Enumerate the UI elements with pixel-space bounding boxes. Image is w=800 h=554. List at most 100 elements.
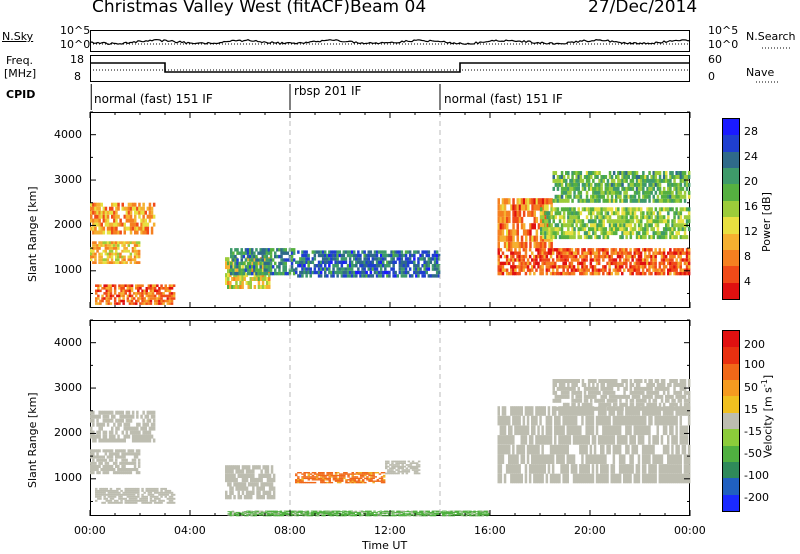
power-cell [535,261,538,266]
velocity-cell [545,473,549,484]
power-cell [328,250,331,254]
power-cell [392,260,395,264]
velocity-cell [662,402,666,407]
velocity-cell [144,434,147,439]
velocity-cell [150,434,154,439]
velocity-cell [117,449,120,453]
power-cell [113,222,116,227]
velocity-cell [585,425,588,436]
velocity-cell [98,434,101,439]
velocity-cell [131,410,135,415]
power-cell [621,175,624,179]
velocity-cell [241,482,245,487]
velocity-cell [362,474,365,477]
velocity-cell [127,461,130,465]
velocity-cell [675,444,678,455]
velocity-cell [541,473,544,484]
power-cell [253,254,256,259]
power-cell [274,254,277,259]
power-cell [597,254,601,259]
velocity-cell [520,454,523,464]
power-cell [435,274,439,278]
velocity-cell [105,497,108,500]
velocity-cell [355,472,359,474]
power-cell [125,261,128,264]
power-cell [648,261,651,266]
velocity-cell [146,438,150,443]
power-cell [142,218,145,223]
velocity-cell [401,464,404,466]
power-cell [377,274,381,278]
power-cell [548,227,551,232]
velocity-cell [145,501,148,504]
velocity-cell [108,455,112,459]
power-cell [371,257,375,261]
power-cell [307,253,310,258]
power-cell [594,223,597,228]
power-cell [350,260,354,264]
velocity-cell [160,487,163,490]
velocity-cell [307,474,311,477]
velocity-cell [301,480,304,482]
velocity-cell [151,489,155,492]
velocity-cell [160,493,163,496]
velocity-cell [581,383,585,387]
velocity-cell [343,473,346,475]
power-cell [107,297,111,300]
velocity-cell [250,477,253,483]
velocity-cell [318,472,321,474]
power-cell [556,265,559,269]
power-cell [583,261,586,266]
power-cell [583,248,586,252]
velocity-cell [595,454,599,464]
power-cell [547,258,551,262]
velocity-cell [503,425,507,436]
power-cell [108,252,112,256]
velocity-cell [665,406,668,411]
power-cell [548,231,551,236]
power-cell [514,229,517,236]
power-cell [606,194,610,199]
power-cell [344,260,348,264]
power-cell [677,219,680,224]
power-cell [616,254,620,259]
power-cell [105,297,108,300]
power-cell [168,302,172,305]
power-cell [562,211,566,216]
velocity-cell [144,414,147,419]
power-cell [307,267,310,271]
velocity-cell [98,449,101,453]
velocity-cell [616,415,620,426]
power-cell [604,198,608,203]
power-cell [98,218,101,223]
velocity-cell [648,425,651,436]
velocity-cell [637,402,641,407]
power-cell [623,227,626,232]
velocity-cell [94,434,97,439]
velocity-cell [683,454,687,464]
power-cell [92,226,95,231]
velocity-cell [252,469,255,474]
velocity-cell [135,499,138,502]
velocity-cell [642,386,645,391]
power-cell [520,204,524,211]
power-cell [369,274,373,278]
velocity-cell [524,435,528,445]
velocity-cell [107,499,111,502]
velocity-cell [610,473,613,484]
power-cell [581,219,585,224]
power-cell [246,268,250,272]
velocity-cell [397,469,400,471]
velocity-cell [652,406,655,411]
power-cell [677,223,680,228]
velocity-cell [102,434,106,439]
power-cell [565,171,568,175]
power-cell [571,231,574,236]
velocity-cell [593,435,597,445]
velocity-cell [364,474,367,477]
power-cell [145,292,148,295]
power-cell [644,178,647,183]
power-cell [631,211,635,216]
power-cell [648,215,651,220]
velocity-cell [359,476,363,478]
